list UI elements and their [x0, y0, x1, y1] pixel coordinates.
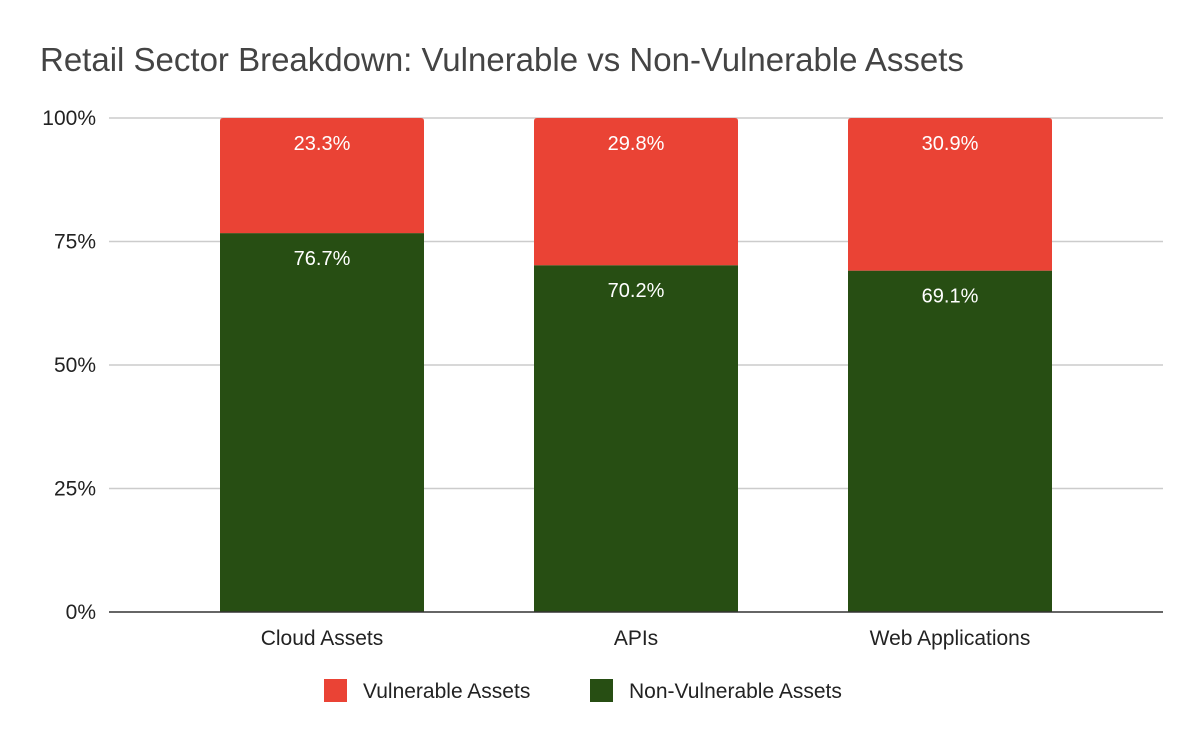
data-labels: 23.3% 76.7% 29.8% 70.2% 30.9% 69.1% — [294, 133, 979, 308]
x-category-label: Cloud Assets — [261, 627, 384, 650]
x-category-label: Web Applications — [870, 627, 1031, 650]
data-label-non-vulnerable: 70.2% — [608, 280, 665, 302]
legend-swatch — [324, 679, 347, 702]
legend-label: Vulnerable Assets — [363, 680, 530, 703]
data-label-non-vulnerable: 69.1% — [922, 286, 979, 308]
chart-title: Retail Sector Breakdown: Vulnerable vs N… — [40, 41, 964, 78]
y-tick-label: 50% — [54, 354, 96, 377]
data-label-vulnerable: 30.9% — [922, 133, 979, 155]
y-tick-label: 75% — [54, 231, 96, 254]
bar-non-vulnerable — [220, 233, 424, 613]
legend-swatch — [590, 679, 613, 702]
data-label-vulnerable: 29.8% — [608, 133, 665, 155]
y-tick-label: 100% — [42, 107, 96, 130]
bar-vulnerable — [848, 118, 1052, 271]
data-label-vulnerable: 23.3% — [294, 133, 351, 155]
data-label-non-vulnerable: 76.7% — [294, 248, 351, 270]
legend: Vulnerable Assets Non-Vulnerable Assets — [324, 679, 842, 703]
bar-vulnerable — [534, 118, 738, 266]
bar-non-vulnerable — [534, 265, 738, 612]
y-tick-label: 0% — [66, 601, 96, 624]
bar-non-vulnerable — [848, 270, 1052, 612]
bar-vulnerable — [220, 118, 424, 234]
legend-label: Non-Vulnerable Assets — [629, 680, 842, 703]
axes: 0% 25% 50% 75% 100% Cloud Assets APIs Web Appli… — [42, 107, 1163, 650]
y-tick-label: 25% — [54, 478, 96, 501]
bars — [220, 118, 1052, 613]
x-category-label: APIs — [614, 627, 658, 650]
